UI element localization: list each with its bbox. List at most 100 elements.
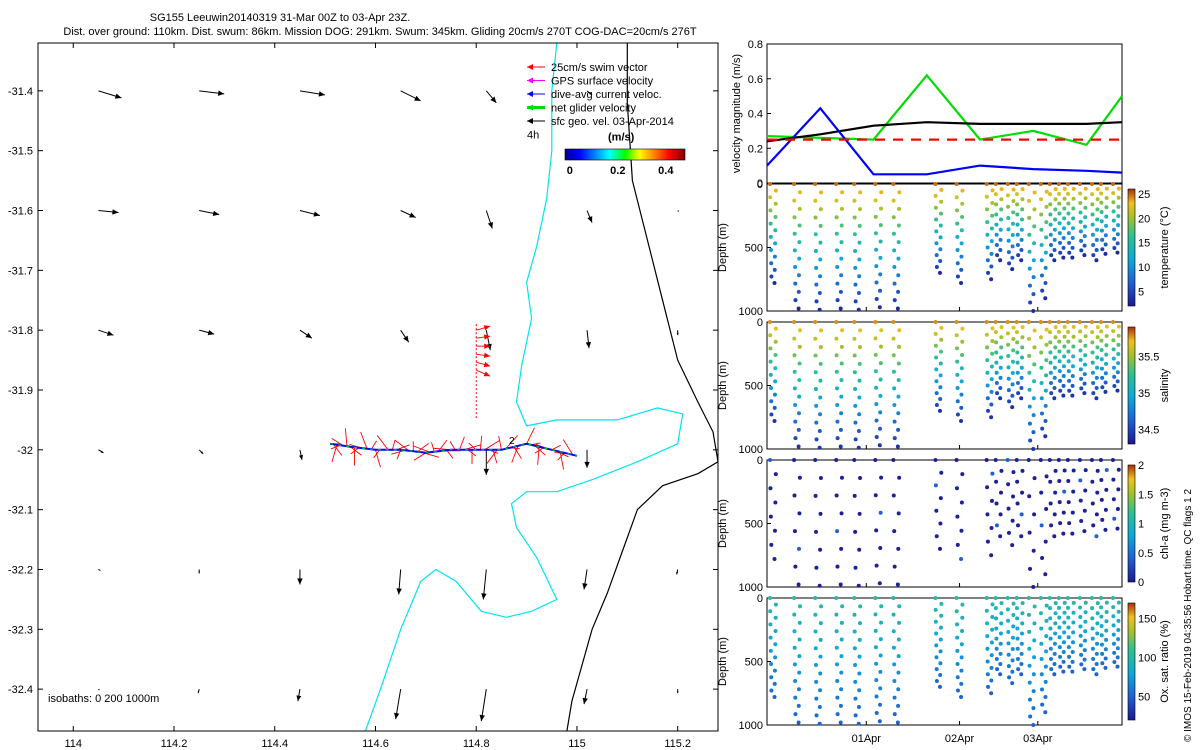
profile-dot — [834, 612, 839, 617]
profile-dot — [874, 661, 879, 666]
profile-dot — [1112, 384, 1117, 389]
profile-dot — [1020, 187, 1025, 192]
profile-dot — [1065, 458, 1070, 462]
profile-dot — [955, 662, 960, 667]
profile-dot — [999, 621, 1004, 626]
profile-dot — [1043, 296, 1048, 301]
profile-dot — [993, 596, 998, 600]
profile-dot — [934, 678, 939, 683]
profile-dot — [1070, 650, 1075, 655]
profile-dot — [993, 330, 998, 335]
profile-dot — [773, 339, 778, 344]
profile-dot — [858, 328, 863, 333]
profile-dot — [934, 229, 939, 234]
profile-dot — [769, 675, 774, 680]
profile-dot — [960, 201, 965, 206]
profile-dot — [1070, 226, 1075, 231]
profile-dot — [1066, 605, 1071, 610]
profile-dot — [1104, 205, 1109, 210]
profile-dot — [835, 678, 840, 683]
profile-dot — [1005, 331, 1010, 336]
profile-dot — [1094, 248, 1099, 253]
profile-dot — [768, 234, 773, 239]
profile-dot — [1116, 600, 1121, 605]
y-tick-label: -32.1 — [8, 505, 33, 517]
profile-dot — [773, 201, 778, 206]
profile-dot — [1019, 672, 1024, 677]
profile-dot — [934, 241, 939, 246]
profile-dot — [853, 387, 858, 392]
profile-dot — [877, 305, 882, 310]
profile-dot — [959, 392, 964, 397]
profile-dot — [1048, 606, 1053, 611]
profile-dot — [1111, 641, 1116, 646]
profile-dot — [896, 411, 901, 416]
profile-dot — [1095, 365, 1100, 370]
profile-dot — [878, 426, 883, 431]
profile-dot — [989, 264, 994, 269]
profile-dot — [990, 213, 995, 218]
profile-dot — [1031, 689, 1036, 694]
profile-dot — [939, 601, 944, 606]
legend-label: sfc geo. vel. 03-Apr-2014 — [551, 116, 674, 128]
profile-dot — [813, 612, 818, 617]
depth-ylabel: Depth (m) — [717, 223, 729, 272]
profile-dot — [993, 192, 998, 197]
profile-dot — [1095, 621, 1100, 626]
profile-dot — [985, 659, 990, 664]
profile-dot — [994, 616, 999, 621]
depth-tick-label: 1000 — [739, 306, 763, 318]
profile-dot — [892, 695, 897, 700]
profile-dot — [1065, 182, 1070, 186]
profile-dot — [773, 353, 778, 358]
profile-dot — [1062, 334, 1067, 339]
profile-dot — [1052, 662, 1057, 667]
profile-dot — [879, 328, 884, 333]
profile-dot — [1115, 241, 1120, 246]
profile-dot — [896, 637, 901, 642]
profile-dot — [1014, 606, 1019, 611]
profile-dot — [839, 511, 844, 516]
profile-dot — [1116, 618, 1121, 623]
profile-dot — [989, 364, 994, 369]
profile-dot — [892, 662, 897, 667]
profile-dot — [1014, 596, 1019, 600]
profile-dot — [959, 668, 964, 673]
profile-dot — [938, 211, 943, 216]
colorbar-tick-label: 2 — [1138, 460, 1144, 472]
profile-dot — [892, 436, 897, 441]
profile-dot — [838, 306, 843, 311]
profile-dot — [985, 383, 990, 388]
profile-dot — [1078, 210, 1083, 215]
y-tick-label: -31.9 — [8, 385, 33, 397]
profile-dot — [937, 684, 942, 689]
profile-dot — [792, 612, 797, 617]
velocity-series-line — [766, 73, 1123, 147]
profile-dot — [892, 248, 897, 253]
profile-dot — [1039, 273, 1044, 278]
profile-dot — [1082, 391, 1087, 396]
profile-dot — [1111, 632, 1116, 637]
profile-dot — [1015, 370, 1020, 375]
profile-dot — [1111, 218, 1116, 223]
profile-dot — [989, 553, 994, 558]
profile-dot — [1039, 258, 1044, 263]
profile-dot — [818, 475, 823, 480]
profile-dot — [994, 380, 999, 385]
profile-dot — [814, 403, 819, 408]
profile-dot — [1026, 612, 1031, 617]
profile-dot — [1062, 216, 1067, 221]
profile-dot — [1071, 354, 1076, 359]
profile-dot — [796, 273, 801, 278]
legend-swatch-head — [527, 77, 533, 84]
profile-dot — [955, 399, 960, 404]
profile-dot — [1100, 661, 1105, 666]
sfc-vector-head — [297, 578, 303, 585]
profile-dot — [1095, 217, 1100, 222]
profile-dot — [959, 366, 964, 371]
profile-dot — [1056, 320, 1061, 324]
date-tick-label: 02Apr — [945, 733, 975, 745]
profile-dot — [1049, 380, 1054, 385]
profile-dot — [955, 234, 960, 239]
profile-dot — [1078, 498, 1083, 503]
